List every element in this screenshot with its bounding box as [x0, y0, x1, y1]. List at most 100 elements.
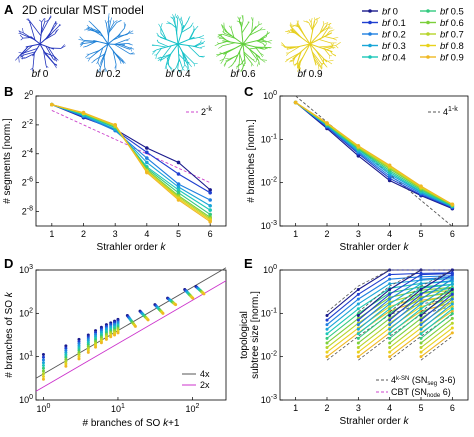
tree-leaf [97, 67, 101, 73]
series-point [419, 297, 423, 301]
tree-leaf [166, 62, 169, 66]
tree-leaf [318, 64, 323, 69]
series-point [145, 150, 149, 155]
tree-leaf [238, 16, 242, 22]
series-point [388, 350, 392, 354]
tree-twig [172, 19, 177, 28]
panel-d-letter: D [4, 256, 13, 271]
series-point [208, 188, 212, 192]
tree-leaf [252, 59, 256, 63]
series-point [208, 208, 212, 212]
tree-leaf [152, 49, 157, 53]
series-point [145, 146, 149, 150]
tree-twig [293, 56, 296, 61]
plot-frame [35, 269, 227, 401]
tree-leaf [286, 52, 289, 56]
series-line [357, 287, 453, 339]
tree-twig [229, 55, 238, 60]
tree-leaf [323, 62, 327, 66]
tree-twig [285, 46, 295, 48]
tree-illustrations [15, 13, 341, 74]
tree-twig [117, 34, 128, 37]
series-point [388, 302, 392, 306]
tree-twig [238, 21, 242, 27]
legend-entry: bf 0.9 [440, 53, 464, 64]
tree-twig [108, 22, 115, 33]
series-point [356, 314, 360, 317]
series-line [295, 102, 453, 205]
tree-leaf [122, 59, 126, 64]
x-tick-label: 102 [186, 403, 200, 414]
tree-leaf [106, 21, 108, 25]
tree-twig [222, 36, 229, 42]
tree-twig [218, 41, 228, 45]
scatter-point [41, 369, 45, 373]
series-point [419, 327, 423, 331]
scatter-point [64, 344, 68, 348]
x-tick-label: 2 [324, 403, 329, 413]
tree-leaf [281, 42, 286, 47]
y-tick-label: 2-8 [22, 206, 33, 217]
tree-leaf [259, 52, 263, 58]
tree-twig [290, 26, 302, 38]
tree-leaf [151, 49, 157, 55]
tree-leaf [157, 35, 160, 37]
tree-twig [323, 58, 328, 62]
series-point [388, 332, 392, 336]
tree-leaf [287, 32, 291, 34]
tree-label: bf 0.4 [165, 69, 190, 80]
tree-leaf [54, 22, 57, 25]
tree-twig [241, 20, 244, 28]
tree-twig [297, 25, 306, 37]
tree-twig [240, 58, 246, 65]
tree-twig [89, 27, 100, 33]
x-tick-label: 3 [356, 229, 361, 239]
series-line [420, 289, 453, 316]
series-point [113, 123, 117, 127]
tree-leaf [156, 39, 159, 43]
series-line [420, 298, 453, 326]
tree-leaf [309, 19, 312, 23]
tree-leaf [127, 43, 133, 46]
series-point [325, 341, 329, 345]
tree-twig [297, 51, 302, 63]
tree-leaf [330, 42, 333, 46]
tree-twig [120, 44, 131, 49]
scatter-point [64, 360, 68, 364]
tree-twig [321, 28, 329, 39]
x-tick-label: 6 [208, 229, 213, 239]
series-point [419, 318, 423, 322]
tree-twig [313, 58, 319, 65]
scatter-point [77, 355, 81, 359]
series-point [388, 314, 392, 317]
tree-leaf [20, 54, 25, 58]
scatter-point [202, 292, 206, 296]
tree-leaf [314, 17, 321, 21]
tree-twig [324, 25, 327, 29]
tree-leaf [119, 59, 123, 62]
scatter-point [41, 372, 45, 376]
series-point [388, 318, 392, 322]
series-point [356, 341, 360, 345]
tree-leaf [78, 39, 84, 41]
tree-branch [309, 32, 333, 45]
legend-entry: bf 0.8 [440, 41, 464, 52]
tree-leaf [164, 65, 167, 70]
tree-leaf [186, 62, 189, 64]
legend-entry: bf 0.3 [382, 41, 406, 52]
tree-twig [326, 47, 332, 51]
tree-leaf [39, 19, 42, 23]
tree-4 [280, 17, 341, 73]
plot-frame [35, 95, 227, 227]
tree-twig [248, 48, 257, 60]
series-point [81, 110, 86, 115]
series-point [145, 170, 149, 175]
tree-leaf [79, 36, 84, 41]
tree-leaf [155, 54, 157, 60]
tree-twig [324, 36, 333, 39]
tree-leaf [251, 17, 254, 22]
tree-twig [179, 20, 184, 29]
y-tick-label: 10-1 [261, 133, 277, 144]
tree-leaf [127, 30, 131, 35]
tree-twig [238, 52, 244, 66]
